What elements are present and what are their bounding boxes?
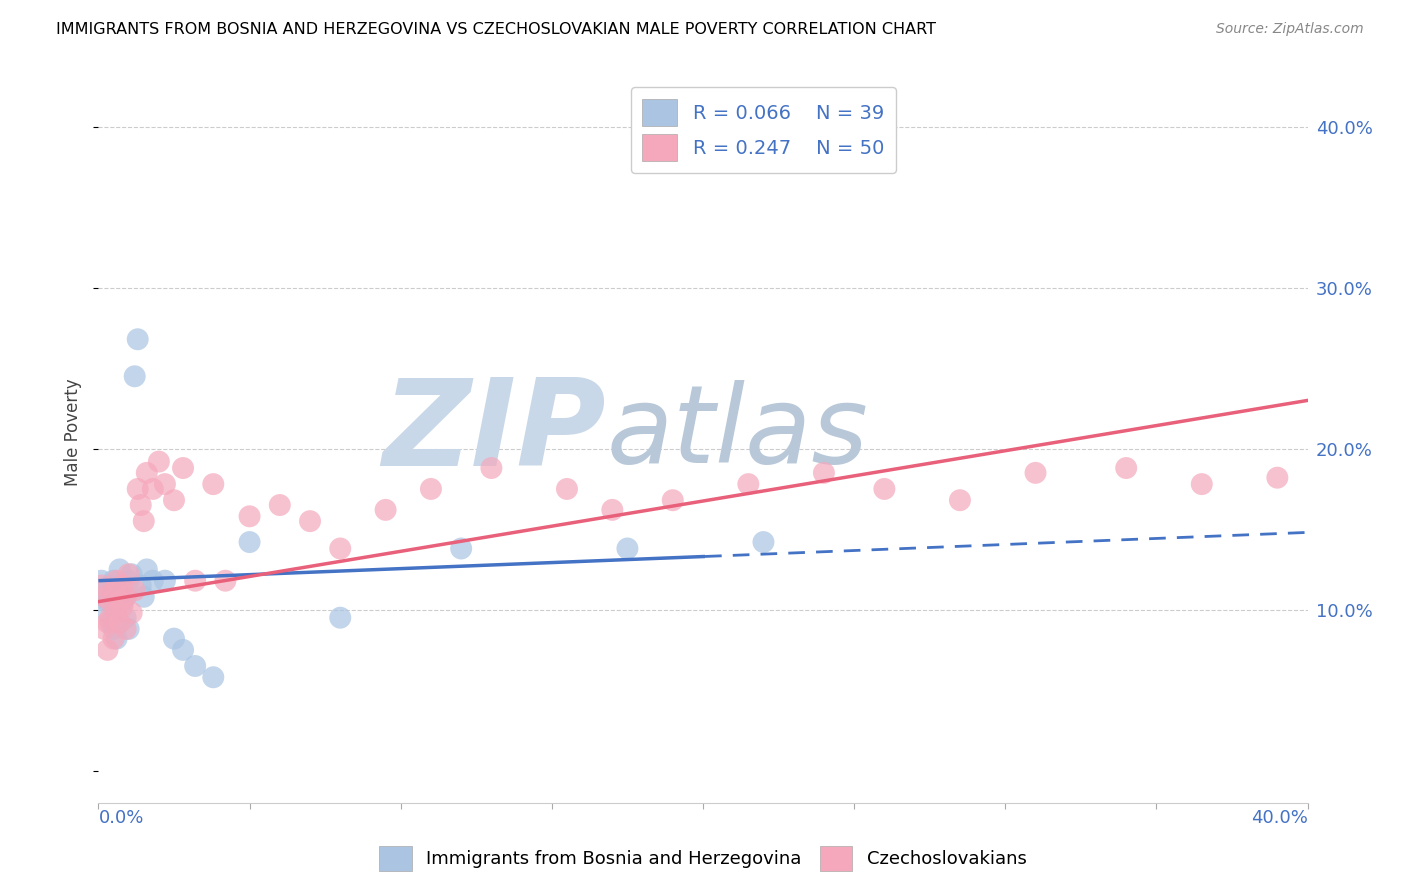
Point — [105, 606, 128, 620]
Point — [96, 594, 118, 608]
Point — [1115, 461, 1137, 475]
Point — [239, 535, 262, 549]
Point — [202, 477, 225, 491]
Point — [96, 643, 118, 657]
Text: Source: ZipAtlas.com: Source: ZipAtlas.com — [1216, 22, 1364, 37]
Point — [103, 574, 125, 588]
Point — [108, 615, 131, 630]
Point — [1191, 477, 1213, 491]
Point — [132, 590, 155, 604]
Point — [949, 493, 972, 508]
Point — [163, 632, 186, 646]
Point — [135, 466, 157, 480]
Point — [124, 369, 146, 384]
Point — [111, 599, 134, 614]
Point — [114, 590, 136, 604]
Point — [172, 643, 194, 657]
Text: ZIP: ZIP — [382, 374, 606, 491]
Point — [1024, 466, 1046, 480]
Point — [103, 583, 125, 598]
Point — [873, 482, 896, 496]
Point — [121, 606, 143, 620]
Point — [100, 590, 122, 604]
Point — [1267, 471, 1289, 485]
Point — [118, 622, 141, 636]
Point — [100, 594, 122, 608]
Point — [103, 632, 125, 646]
Point — [105, 583, 128, 598]
Point — [555, 482, 578, 496]
Text: 0.0%: 0.0% — [98, 810, 143, 828]
Point — [100, 578, 122, 592]
Point — [90, 574, 112, 588]
Point — [105, 632, 128, 646]
Point — [299, 514, 322, 528]
Point — [96, 615, 118, 630]
Point — [114, 590, 136, 604]
Point — [100, 615, 122, 630]
Point — [103, 599, 125, 614]
Point — [111, 594, 134, 608]
Point — [269, 498, 291, 512]
Point — [374, 503, 396, 517]
Legend: Immigrants from Bosnia and Herzegovina, Czechoslovakians: Immigrants from Bosnia and Herzegovina, … — [373, 838, 1033, 879]
Point — [96, 606, 118, 620]
Point — [100, 610, 122, 624]
Point — [239, 509, 262, 524]
Point — [813, 466, 835, 480]
Point — [153, 477, 176, 491]
Point — [184, 659, 207, 673]
Point — [127, 482, 149, 496]
Point — [616, 541, 638, 556]
Legend: R = 0.066    N = 39, R = 0.247    N = 50: R = 0.066 N = 39, R = 0.247 N = 50 — [631, 87, 896, 173]
Point — [111, 578, 134, 592]
Point — [129, 498, 152, 512]
Point — [737, 477, 759, 491]
Y-axis label: Male Poverty: Male Poverty — [65, 379, 83, 486]
Point — [118, 567, 141, 582]
Point — [103, 622, 125, 636]
Point — [121, 567, 143, 582]
Point — [752, 535, 775, 549]
Point — [184, 574, 207, 588]
Point — [142, 482, 165, 496]
Point — [111, 578, 134, 592]
Point — [420, 482, 443, 496]
Point — [114, 622, 136, 636]
Point — [214, 574, 236, 588]
Point — [132, 514, 155, 528]
Text: atlas: atlas — [606, 380, 868, 485]
Point — [129, 578, 152, 592]
Point — [602, 503, 624, 517]
Point — [450, 541, 472, 556]
Point — [153, 574, 176, 588]
Point — [142, 574, 165, 588]
Point — [114, 610, 136, 624]
Point — [148, 454, 170, 468]
Point — [329, 610, 352, 624]
Point — [118, 574, 141, 588]
Point — [135, 562, 157, 576]
Point — [105, 574, 128, 588]
Text: IMMIGRANTS FROM BOSNIA AND HERZEGOVINA VS CZECHOSLOVAKIAN MALE POVERTY CORRELATI: IMMIGRANTS FROM BOSNIA AND HERZEGOVINA V… — [56, 22, 936, 37]
Point — [108, 615, 131, 630]
Point — [124, 583, 146, 598]
Point — [90, 578, 112, 592]
Point — [108, 562, 131, 576]
Point — [202, 670, 225, 684]
Point — [93, 590, 115, 604]
Point — [93, 583, 115, 598]
Point — [163, 493, 186, 508]
Point — [481, 461, 503, 475]
Point — [93, 622, 115, 636]
Point — [172, 461, 194, 475]
Text: 40.0%: 40.0% — [1251, 810, 1308, 828]
Point — [93, 590, 115, 604]
Point — [108, 594, 131, 608]
Point — [105, 610, 128, 624]
Point — [127, 332, 149, 346]
Point — [661, 493, 683, 508]
Point — [329, 541, 352, 556]
